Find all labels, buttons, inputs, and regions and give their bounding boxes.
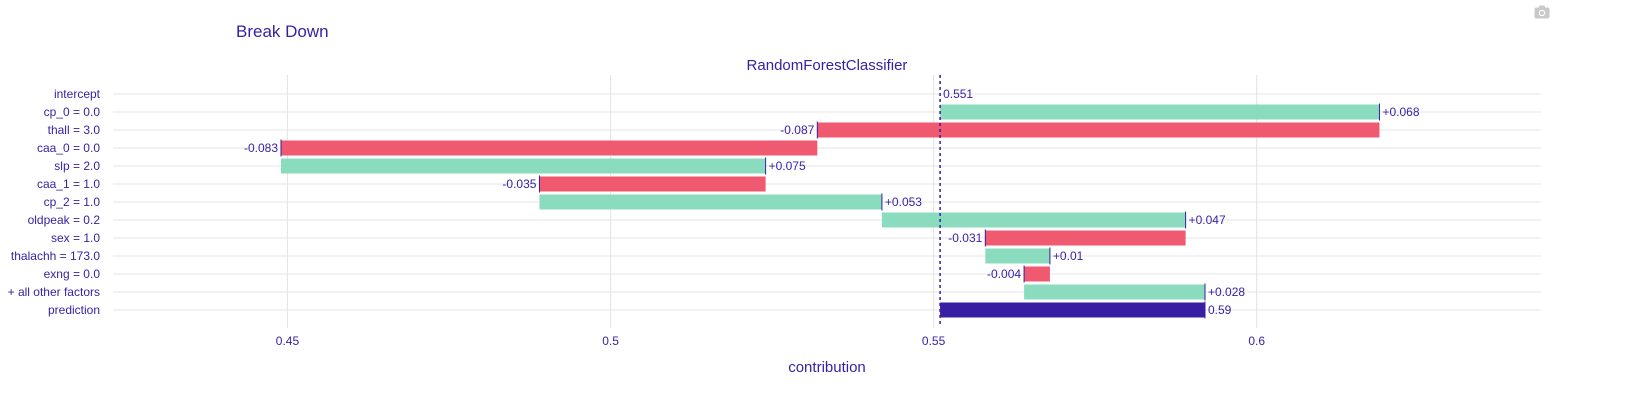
- data-label: +0.075: [769, 159, 806, 173]
- bar: [539, 194, 882, 210]
- bar: [985, 248, 1050, 264]
- bar: [281, 140, 818, 156]
- data-label: +0.047: [1189, 213, 1226, 227]
- bar: [1024, 266, 1050, 282]
- y-tick-label: cp_0 = 0.0: [44, 105, 101, 119]
- bar: [281, 158, 766, 174]
- bar: [940, 302, 1205, 318]
- data-label: -0.087: [780, 123, 814, 137]
- y-tick-label: caa_0 = 0.0: [37, 141, 100, 155]
- data-label: 0.551: [943, 87, 973, 101]
- data-label: +0.068: [1382, 105, 1419, 119]
- y-tick-label: caa_1 = 1.0: [37, 177, 100, 191]
- labels: 0.45 0.5 0.55 0.6 intercept 0.551 cp_0 = 0.0 +0…: [8, 87, 1420, 348]
- y-tick-label: intercept: [54, 87, 101, 101]
- bar: [985, 230, 1186, 246]
- data-label: +0.01: [1053, 249, 1084, 263]
- data-label: +0.053: [885, 195, 922, 209]
- y-tick-label: thalachh = 173.0: [11, 249, 100, 263]
- page-title: Break Down: [236, 22, 329, 41]
- y-tick-label: oldpeak = 0.2: [28, 213, 101, 227]
- data-label: 0.59: [1208, 303, 1232, 317]
- bars: [280, 75, 1380, 326]
- bar: [817, 122, 1380, 138]
- x-tick-label: 0.45: [276, 334, 300, 348]
- x-tick-label: 0.55: [922, 334, 946, 348]
- data-label: +0.028: [1208, 285, 1245, 299]
- x-tick-label: 0.6: [1248, 334, 1265, 348]
- x-axis-label: contribution: [788, 359, 866, 376]
- y-tick-label: slp = 2.0: [54, 159, 100, 173]
- data-label: -0.031: [948, 231, 982, 245]
- bar: [940, 104, 1380, 120]
- data-label: -0.083: [244, 141, 278, 155]
- y-tick-label: thall = 3.0: [48, 123, 101, 137]
- y-tick-label: + all other factors: [8, 285, 100, 299]
- bar: [1024, 284, 1205, 300]
- y-tick-label: prediction: [48, 303, 100, 317]
- y-tick-label: exng = 0.0: [44, 267, 101, 281]
- data-label: -0.004: [987, 267, 1021, 281]
- y-tick-label: cp_2 = 1.0: [44, 195, 101, 209]
- chart-subtitle: RandomForestClassifier: [747, 57, 908, 74]
- bar: [881, 212, 1186, 228]
- camera-icon[interactable]: [1534, 5, 1550, 19]
- grid: [113, 75, 1541, 328]
- y-tick-label: sex = 1.0: [51, 231, 100, 245]
- bar: [539, 176, 766, 192]
- data-label: -0.035: [502, 177, 536, 191]
- x-tick-label: 0.5: [602, 334, 619, 348]
